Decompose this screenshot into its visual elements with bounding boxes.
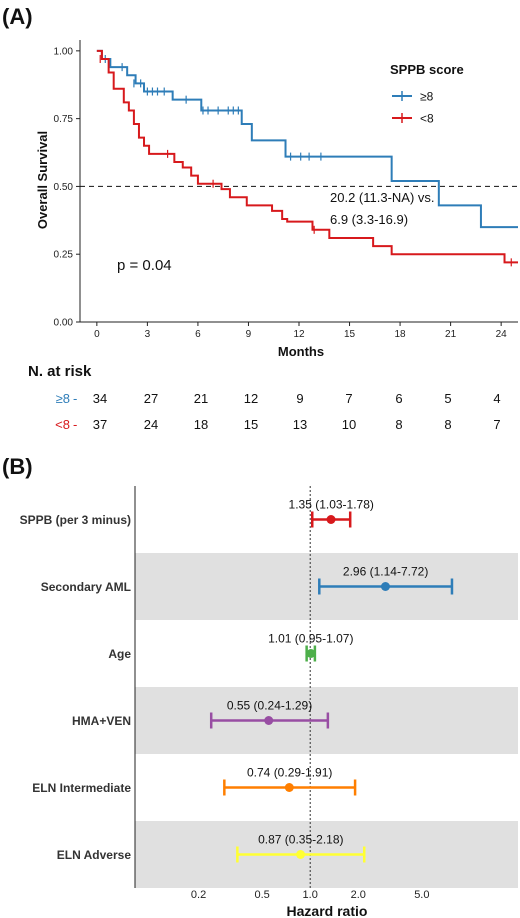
forest-x-tick-label: 1.0 <box>303 889 318 901</box>
km-y-tick-label: 0.75 <box>54 114 74 125</box>
km-x-tick-label: 3 <box>145 329 151 340</box>
km-x-tick-label: 6 <box>195 329 201 340</box>
risk-table: ≥8- 34 27 21 12 9 7 6 5 4 <8- 37 24 18 15 13 10 8 8 7 <box>55 391 500 432</box>
risk-count: 5 <box>444 391 451 406</box>
hr-point <box>380 582 390 591</box>
km-x-tick-label: 15 <box>344 329 356 340</box>
hr-point <box>326 515 336 524</box>
forest-row-label: SPPB (per 3 minus) <box>20 513 131 527</box>
risk-count: 8 <box>444 417 451 432</box>
risk-count: 27 <box>144 391 158 406</box>
legend-label-high: ≥8 <box>420 90 434 104</box>
risk-count: 37 <box>93 417 107 432</box>
hr-value-label: 0.55 (0.24-1.29) <box>227 699 312 713</box>
forest-row-label: ELN Intermediate <box>32 781 131 795</box>
risk-count: 7 <box>493 417 500 432</box>
survival-curve-high <box>96 49 518 229</box>
p-value: p = 0.04 <box>117 257 172 274</box>
hr-point <box>296 850 306 859</box>
km-x-tick-label: 21 <box>445 329 457 340</box>
forest-x-tick-label: 0.2 <box>191 889 206 901</box>
km-y-tick-label: 1.00 <box>54 46 74 57</box>
hr-point <box>284 783 294 792</box>
risk-count: 18 <box>194 417 208 432</box>
km-y-axis-label: Overall Survival <box>35 131 50 229</box>
km-x-tick-label: 18 <box>395 329 407 340</box>
forest-row-label: Secondary AML <box>41 580 131 594</box>
risk-count: 34 <box>93 391 107 406</box>
forest-row-label: HMA+VEN <box>72 714 131 728</box>
forest-x-tick-label: 5.0 <box>414 889 429 901</box>
risk-count: 9 <box>296 391 303 406</box>
panel-b-label: (B) <box>2 454 33 479</box>
risk-count: 6 <box>395 391 402 406</box>
km-x-tick-label: 12 <box>293 329 305 340</box>
risk-row-label: <8 <box>55 417 70 432</box>
legend-title: SPPB score <box>390 62 464 77</box>
hr-value-label: 0.74 (0.29-1.91) <box>247 766 332 780</box>
risk-table-title: N. at risk <box>28 363 92 380</box>
median-survival-line2: 6.9 (3.3-16.9) <box>330 212 408 227</box>
hr-value-label: 2.96 (1.14-7.72) <box>343 565 428 579</box>
risk-count: 13 <box>293 417 307 432</box>
risk-count: 12 <box>244 391 258 406</box>
km-x-axis-label: Months <box>278 344 324 359</box>
km-y-tick-label: 0.50 <box>54 182 74 193</box>
risk-count: 21 <box>194 391 208 406</box>
risk-count: 15 <box>244 417 258 432</box>
hr-point <box>306 649 316 658</box>
risk-count: 4 <box>493 391 500 406</box>
km-x-tick-label: 9 <box>246 329 252 340</box>
risk-count: 24 <box>144 417 158 432</box>
median-survival-line1: 20.2 (11.3-NA) vs. <box>330 190 435 205</box>
risk-row-label: ≥8 <box>56 391 70 406</box>
hr-value-label: 1.01 (0.95-1.07) <box>268 632 353 646</box>
forest-row-label: ELN Adverse <box>57 848 132 862</box>
legend-label-low: <8 <box>420 112 434 126</box>
forest-x-tick-label: 2.0 <box>351 889 366 901</box>
risk-count: 10 <box>342 417 356 432</box>
forest-plot: 0.2 0.5 1.0 2.0 5.0 SPPB (per 3 minus) 1.35 (1… <box>20 486 518 901</box>
forest-x-axis-label: Hazard ratio <box>287 903 368 918</box>
risk-count: 7 <box>345 391 352 406</box>
km-y-tick-label: 0.00 <box>54 318 74 329</box>
risk-row-dash: - <box>73 391 77 406</box>
risk-row-dash: - <box>73 417 77 432</box>
survival-curve-low <box>96 49 518 264</box>
hr-value-label: 0.87 (0.35-2.18) <box>258 833 343 847</box>
forest-row-label: Age <box>108 647 131 661</box>
hr-point <box>264 716 274 725</box>
km-plot: 0.00 0.25 0.50 0.75 1.00 0 3 6 9 12 15 18 21 24 ≥8 <8 <box>54 40 518 340</box>
hr-value-label: 1.35 (1.03-1.78) <box>289 498 374 512</box>
km-x-tick-label: 0 <box>94 329 100 340</box>
panel-a-label: (A) <box>2 4 33 29</box>
forest-x-tick-label: 0.5 <box>254 889 269 901</box>
km-x-tick-label: 24 <box>496 329 508 340</box>
risk-count: 8 <box>395 417 402 432</box>
km-y-tick-label: 0.25 <box>54 250 74 261</box>
